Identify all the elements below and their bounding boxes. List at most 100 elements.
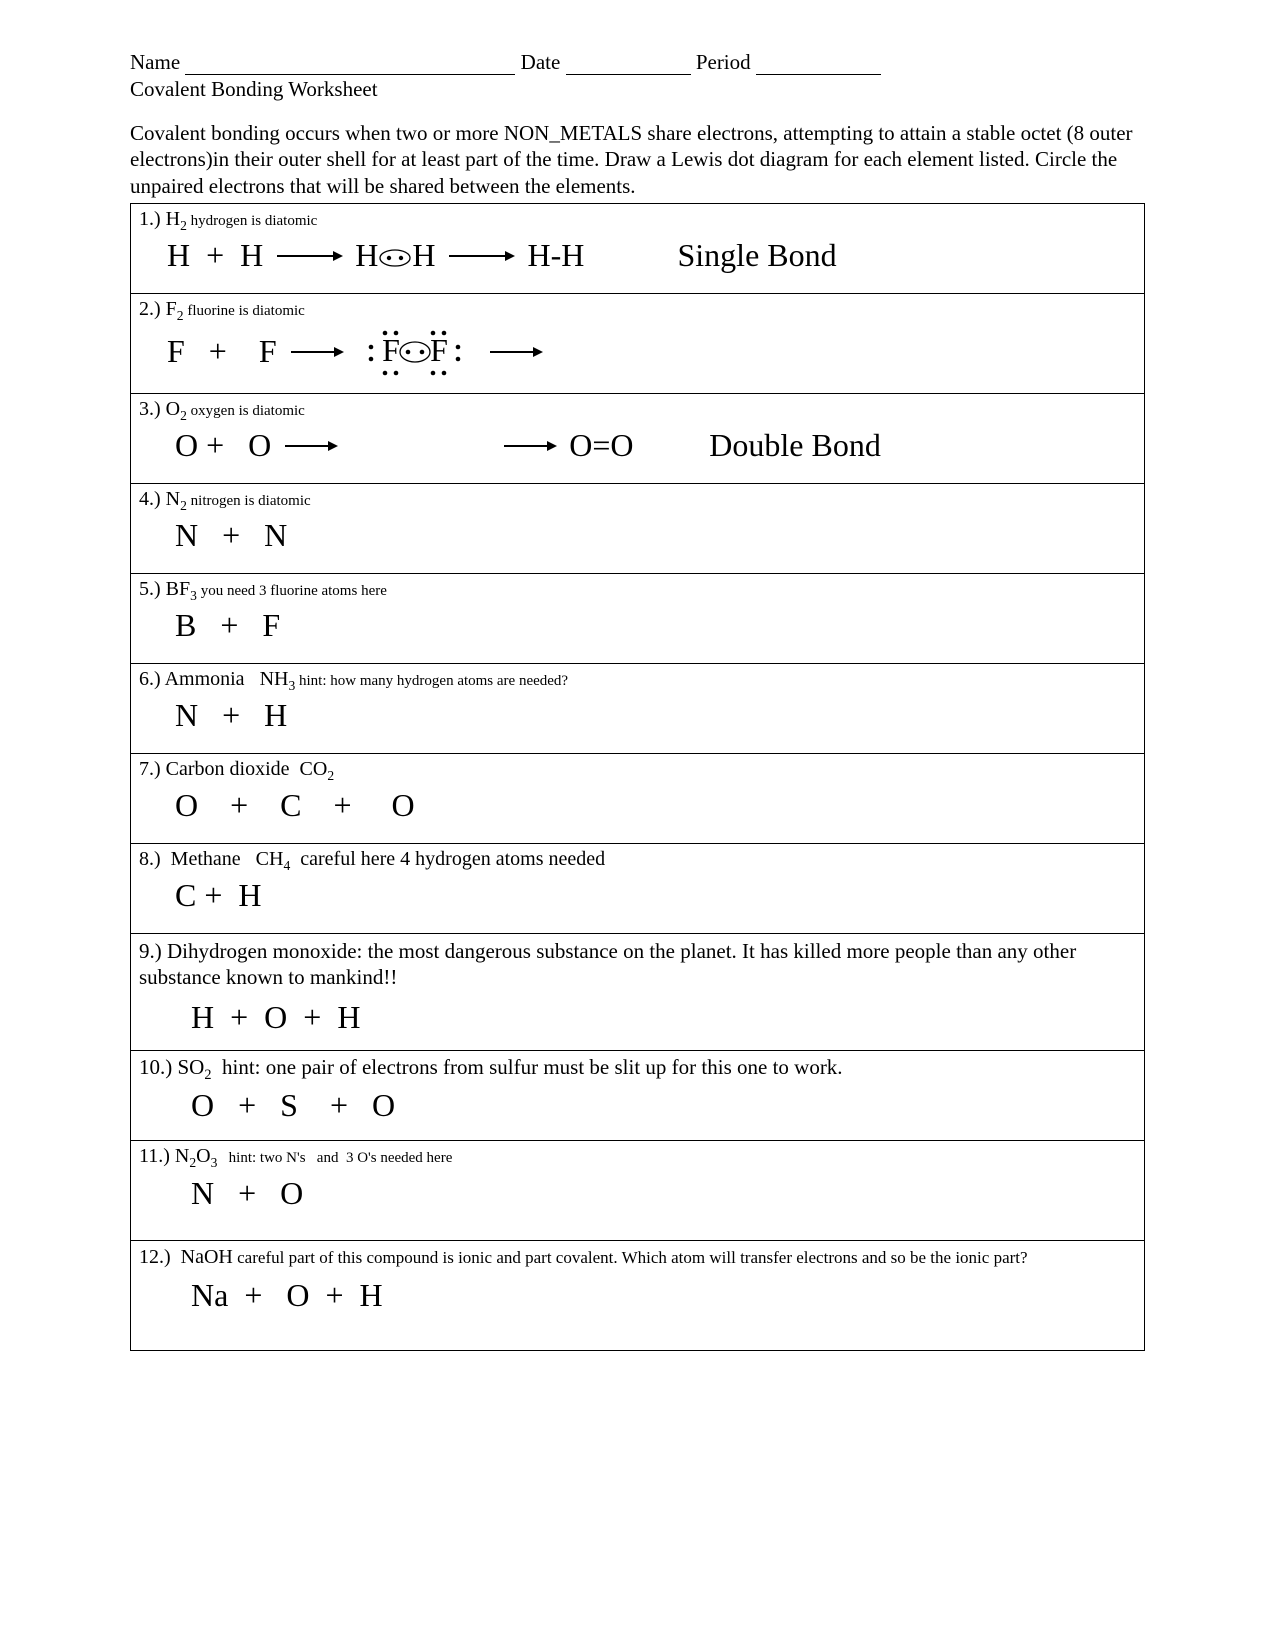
problem-10-reactants: O + S + O xyxy=(167,1087,395,1124)
problem-12-hint: careful part of this compound is ionic a… xyxy=(233,1248,1028,1267)
problem-8-num: 8.) xyxy=(139,848,166,870)
problem-7-reactants: O + C + O xyxy=(167,787,415,824)
problem-2-reactants: F + F xyxy=(167,333,277,370)
problem-1-hint: hydrogen is diatomic xyxy=(187,213,317,229)
problem-8-reactants: C + H xyxy=(167,877,262,914)
problem-8: 8.) Methane CH4 careful here 4 hydrogen … xyxy=(131,844,1144,934)
problem-10-label: 10.) SO2 hint: one pair of electrons fro… xyxy=(139,1055,1136,1080)
arrow-icon xyxy=(289,344,344,360)
problem-11-formula: N2O3 xyxy=(175,1145,218,1167)
problem-5-num: 5.) xyxy=(139,578,166,600)
problem-7-equation: O + C + O xyxy=(139,781,1136,831)
date-blank[interactable] xyxy=(566,51,691,75)
arrow-icon xyxy=(447,248,515,264)
problem-7-title: Carbon dioxide xyxy=(161,758,300,780)
problem-4-num: 4.) xyxy=(139,488,166,510)
arrow-icon xyxy=(502,438,557,454)
problem-10-sub: 2 xyxy=(204,1067,211,1083)
problem-1: 1.) H2 hydrogen is diatomic H + H HH H-H… xyxy=(131,204,1144,294)
period-blank[interactable] xyxy=(756,51,881,75)
problem-8-hint: careful here 4 hydrogen atoms needed xyxy=(290,848,605,870)
problem-1-reactants: H + H xyxy=(167,237,263,274)
problem-9-equation: H + O + H xyxy=(139,992,1136,1042)
problem-3-bondtype: Double Bond xyxy=(709,427,881,464)
problem-7-label: 7.) Carbon dioxide CO2 xyxy=(139,758,1136,781)
problem-6-hint: hint: how many hydrogen atoms are needed… xyxy=(295,673,568,689)
problem-12-reactants: Na + O + H xyxy=(167,1277,383,1314)
problem-6-num: 6.) xyxy=(139,668,161,690)
problem-1-label: 1.) H2 hydrogen is diatomic xyxy=(139,208,1136,231)
problem-5-reactants: B + F xyxy=(167,607,280,644)
problem-6-equation: N + H xyxy=(139,691,1136,741)
problem-6: 6.) Ammonia NH3 hint: how many hydrogen … xyxy=(131,664,1144,754)
problem-12-label: 12.) NaOH careful part of this compound … xyxy=(139,1245,1136,1270)
problem-6-label: 6.) Ammonia NH3 hint: how many hydrogen … xyxy=(139,668,1136,691)
worksheet-page: Name Date Period Covalent Bonding Worksh… xyxy=(0,0,1275,1651)
problem-5-formula: BF3 xyxy=(166,578,197,600)
problem-10-title: SO xyxy=(172,1055,204,1079)
problem-1-equation: H + H HH H-H Single Bond xyxy=(139,231,1136,281)
arrow-icon xyxy=(488,344,543,360)
problem-1-num: 1.) xyxy=(139,208,161,230)
problem-6-title: Ammonia xyxy=(161,668,260,690)
problem-6-formula: NH3 xyxy=(260,668,296,690)
problem-4-equation: N + N xyxy=(139,511,1136,561)
period-label: Period xyxy=(696,50,751,74)
problem-5: 5.) BF3 you need 3 fluorine atoms here B… xyxy=(131,574,1144,664)
problem-7-num: 7.) xyxy=(139,758,161,780)
problem-12-num: 12.) xyxy=(139,1246,176,1268)
problem-5-label: 5.) BF3 you need 3 fluorine atoms here xyxy=(139,578,1136,601)
problem-5-equation: B + F xyxy=(139,601,1136,651)
problem-11-equation: N + O xyxy=(139,1168,1136,1218)
problem-2-lewis: F F xyxy=(356,321,476,383)
problem-1-bondtype: Single Bond xyxy=(677,237,836,274)
problem-11-reactants: N + O xyxy=(167,1175,303,1212)
problem-2-label: 2.) F2 fluorine is diatomic xyxy=(139,298,1136,321)
problem-3-hint: oxygen is diatomic xyxy=(187,403,305,419)
problem-9-num: 9.) xyxy=(139,939,162,963)
svg-text:F: F xyxy=(382,332,400,368)
problem-2-num: 2.) xyxy=(139,298,161,320)
problem-8-formula: CH4 xyxy=(256,848,291,870)
problem-2: 2.) F2 fluorine is diatomic F + F F F xyxy=(131,294,1144,394)
worksheet-title: Covalent Bonding Worksheet xyxy=(130,77,1145,102)
problem-8-equation: C + H xyxy=(139,871,1136,921)
problem-1-product: H-H xyxy=(527,237,657,274)
problem-1-middle: HH xyxy=(355,237,435,274)
problem-10: 10.) SO2 hint: one pair of electrons fro… xyxy=(131,1051,1144,1141)
problem-8-label: 8.) Methane CH4 careful here 4 hydrogen … xyxy=(139,848,1136,871)
problem-4-reactants: N + N xyxy=(167,517,287,554)
problem-9-text: Dihydrogen monoxide: the most dangerous … xyxy=(139,939,1076,989)
problem-11: 11.) N2O3 hint: two N's and 3 O's needed… xyxy=(131,1141,1144,1241)
problem-9: 9.) Dihydrogen monoxide: the most danger… xyxy=(131,934,1144,1052)
problem-1-formula: H2 xyxy=(166,208,187,230)
problem-3-label: 3.) O2 oxygen is diatomic xyxy=(139,398,1136,421)
problem-8-title: Methane xyxy=(166,848,256,870)
svg-text:F: F xyxy=(430,332,448,368)
name-blank[interactable] xyxy=(185,51,515,75)
problem-10-num: 10.) xyxy=(139,1055,172,1079)
problem-12-title: NaOH xyxy=(176,1246,233,1268)
problem-6-reactants: N + H xyxy=(167,697,287,734)
problem-2-formula: F2 xyxy=(166,298,184,320)
problem-11-hint: hint: two N's and 3 O's needed here xyxy=(217,1150,452,1166)
problem-2-equation: F + F F F xyxy=(139,321,1136,383)
problem-7: 7.) Carbon dioxide CO2 O + C + O xyxy=(131,754,1144,844)
problem-12-equation: Na + O + H xyxy=(139,1270,1136,1320)
arrow-icon xyxy=(283,438,338,454)
name-label: Name xyxy=(130,50,180,74)
problem-3: 3.) O2 oxygen is diatomic O + O O=O Doub… xyxy=(131,394,1144,484)
problem-4-formula: N2 xyxy=(166,488,187,510)
problem-10-hint: hint: one pair of electrons from sulfur … xyxy=(212,1055,843,1079)
problem-11-label: 11.) N2O3 hint: two N's and 3 O's needed… xyxy=(139,1145,1136,1168)
arrow-icon xyxy=(275,248,343,264)
problems-container: 1.) H2 hydrogen is diatomic H + H HH H-H… xyxy=(130,203,1145,1352)
problem-7-formula: CO2 xyxy=(300,758,335,780)
problem-12: 12.) NaOH careful part of this compound … xyxy=(131,1241,1144,1351)
problem-9-desc: 9.) Dihydrogen monoxide: the most danger… xyxy=(139,938,1136,991)
problem-9-reactants: H + O + H xyxy=(167,999,360,1036)
header-row: Name Date Period xyxy=(130,50,1145,75)
problem-4-hint: nitrogen is diatomic xyxy=(187,493,311,509)
problem-5-hint: you need 3 fluorine atoms here xyxy=(197,583,387,599)
problem-2-hint: fluorine is diatomic xyxy=(184,303,305,319)
